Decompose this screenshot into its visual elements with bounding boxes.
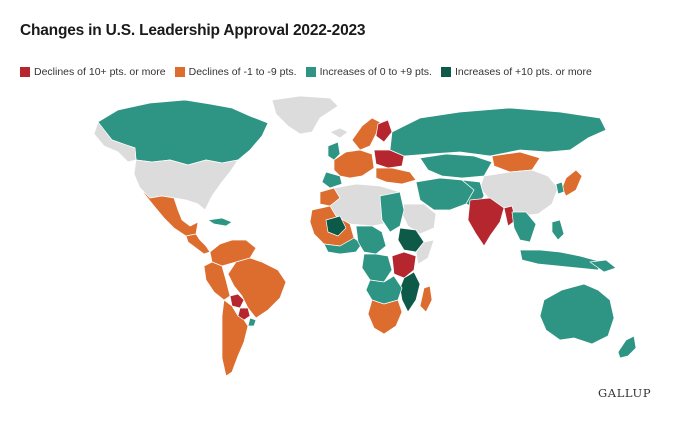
region-philippines (551, 219, 565, 241)
region-egypt (379, 191, 405, 233)
region-indonesia (519, 249, 603, 271)
region-usa (133, 159, 239, 211)
region-scandinavia (351, 117, 381, 151)
region-uruguay (247, 317, 257, 327)
region-greenland (271, 95, 339, 135)
region-madagascar (419, 285, 433, 313)
legend-label-small-increase: Increases of 0 to +9 pts. (319, 66, 432, 78)
region-mozambique (399, 271, 421, 313)
region-kazakhstan (419, 153, 493, 179)
brand-logo: GALLUP (598, 386, 652, 400)
region-somalia (415, 239, 435, 265)
region-finland (375, 119, 393, 143)
legend-swatch-small-increase (305, 67, 316, 77)
chart-title: Changes in U.S. Leadership Approval 2022… (20, 22, 366, 39)
region-argentina-chile (221, 299, 249, 377)
region-turkey (375, 167, 417, 185)
region-alaska (93, 121, 137, 163)
legend-swatch-small-decline (174, 67, 185, 77)
region-australia (539, 283, 615, 345)
region-png (589, 259, 617, 273)
region-uk (327, 141, 341, 161)
legend-item-large-increase: Increases of +10 pts. or more (440, 66, 592, 78)
legend-label-large-increase: Increases of +10 pts. or more (454, 66, 592, 78)
region-paraguay (237, 307, 251, 321)
legend-item-small-increase: Increases of 0 to +9 pts. (305, 66, 432, 78)
region-korea (555, 181, 565, 195)
region-peru (203, 261, 231, 301)
legend-label-large-decline: Declines of 10+ pts. or more (34, 66, 166, 78)
region-east-africa (391, 251, 417, 279)
region-bolivia (229, 293, 245, 309)
region-iberia (321, 171, 343, 189)
region-caribbean (207, 217, 233, 227)
region-southern-africa (367, 299, 403, 335)
region-central-africa (355, 225, 387, 255)
region-iceland (329, 127, 349, 139)
region-mexico (139, 187, 199, 237)
region-brazil (227, 257, 287, 319)
region-congo (361, 253, 393, 283)
legend-swatch-large-increase (440, 67, 451, 77)
region-japan (561, 169, 583, 197)
region-india (467, 197, 505, 247)
legend: Declines of 10+ pts. or more Declines of… (20, 66, 601, 78)
legend-swatch-large-decline (20, 67, 30, 77)
legend-label-small-decline: Declines of -1 to -9 pts. (188, 66, 297, 78)
region-russia (389, 107, 607, 157)
region-guinea-coast (323, 237, 363, 255)
region-arabia (401, 203, 437, 235)
legend-item-large-decline: Declines of 10+ pts. or more (20, 66, 166, 78)
region-new-zealand (617, 335, 637, 359)
region-western-europe (333, 149, 375, 179)
region-sahel (325, 215, 347, 237)
region-central-america (185, 233, 211, 255)
legend-item-small-decline: Declines of -1 to -9 pts. (174, 66, 297, 78)
region-southeast-asia (511, 211, 537, 243)
region-mongolia (491, 151, 541, 173)
